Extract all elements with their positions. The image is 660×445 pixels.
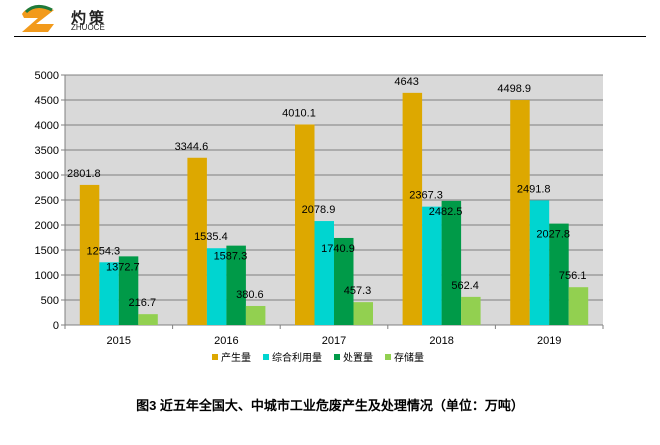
y-tick-label: 2500 bbox=[35, 195, 59, 207]
bar-2015-0 bbox=[79, 184, 100, 325]
data-label: 2482.5 bbox=[429, 206, 463, 218]
logo-z-icon bbox=[22, 5, 54, 32]
x-tick-label: 2015 bbox=[107, 335, 131, 347]
bar-2019-3 bbox=[568, 287, 589, 325]
x-tick-label: 2019 bbox=[537, 335, 561, 347]
data-label: 756.1 bbox=[559, 270, 587, 282]
data-label: 4643 bbox=[394, 76, 418, 88]
bar-2016-3 bbox=[245, 305, 266, 325]
x-tick-label: 2017 bbox=[322, 335, 346, 347]
y-tick-label: 0 bbox=[53, 320, 59, 332]
bar-2018-2 bbox=[441, 200, 462, 325]
data-label: 1535.4 bbox=[194, 231, 228, 243]
data-label: 380.6 bbox=[236, 289, 264, 301]
y-tick-label: 3500 bbox=[35, 145, 59, 157]
bar-2016-0 bbox=[187, 157, 207, 325]
data-label: 4010.1 bbox=[282, 107, 316, 119]
bar-2018-3 bbox=[461, 296, 481, 325]
bar-2017-0 bbox=[295, 124, 315, 326]
bar-2017-3 bbox=[353, 302, 373, 325]
y-tick-label: 2000 bbox=[35, 220, 59, 232]
bar-2017-1 bbox=[314, 221, 334, 325]
y-tick-label: 1500 bbox=[35, 245, 59, 257]
y-tick-label: 3000 bbox=[35, 170, 59, 182]
bar-2019-1 bbox=[529, 200, 550, 325]
y-tick-label: 1000 bbox=[35, 270, 59, 282]
legend-label: 综合利用量 bbox=[272, 351, 322, 364]
legend-swatch bbox=[385, 354, 391, 360]
bar-2018-0 bbox=[402, 92, 423, 325]
legend-swatch bbox=[212, 354, 218, 360]
data-label: 562.4 bbox=[451, 280, 479, 292]
data-label: 4498.9 bbox=[497, 83, 531, 95]
bar-2017-2 bbox=[334, 237, 354, 325]
bar-2016-2 bbox=[226, 245, 246, 325]
legend-swatch bbox=[334, 354, 340, 360]
bar-2018-1 bbox=[422, 206, 442, 325]
y-tick-label: 500 bbox=[41, 295, 59, 307]
data-label: 2491.8 bbox=[517, 183, 551, 195]
data-label: 3344.6 bbox=[175, 141, 209, 153]
bar-2015-2 bbox=[118, 256, 139, 325]
bar-chart: 0 500 1000 1500 2000 2500 3000 3500 4000 4500 5000… bbox=[35, 70, 604, 364]
legend-label: 存储量 bbox=[394, 351, 424, 364]
figure-caption: 图3 近五年全国大、中城市工业危废产生及处理情况（单位：万吨） bbox=[136, 398, 524, 413]
bar-2019-0 bbox=[510, 100, 530, 326]
data-label: 2801.8 bbox=[67, 168, 101, 180]
data-label: 1587.3 bbox=[214, 251, 248, 263]
bar-2015-3 bbox=[138, 314, 158, 325]
data-label: 2367.3 bbox=[409, 190, 443, 202]
x-tick-label: 2016 bbox=[214, 335, 238, 347]
zhuoce-logo: 灼策 ZHUOCE bbox=[18, 4, 108, 32]
x-tick-label: 2018 bbox=[429, 335, 453, 347]
legend-swatch bbox=[263, 354, 269, 360]
y-tick-label: 4000 bbox=[35, 120, 59, 132]
legend-label: 处置量 bbox=[343, 352, 373, 364]
data-label: 1254.3 bbox=[86, 245, 120, 257]
data-label: 2078.9 bbox=[302, 204, 336, 216]
data-label: 216.7 bbox=[129, 297, 157, 309]
bar-2015-1 bbox=[99, 262, 119, 325]
logo-en-text: ZHUOCE bbox=[71, 23, 105, 32]
y-tick-label: 5000 bbox=[35, 70, 59, 82]
data-label: 457.3 bbox=[344, 285, 372, 297]
data-label: 1740.9 bbox=[321, 243, 355, 255]
y-tick-label: 4500 bbox=[35, 95, 59, 107]
legend-label: 产生量 bbox=[221, 351, 251, 364]
bar-2016-1 bbox=[206, 248, 227, 325]
logo-cn-text: 灼策 bbox=[71, 10, 108, 27]
header-divider bbox=[14, 36, 646, 37]
data-label: 2027.8 bbox=[536, 229, 570, 241]
data-label: 1372.7 bbox=[106, 261, 140, 273]
bar-2019-2 bbox=[549, 223, 569, 325]
